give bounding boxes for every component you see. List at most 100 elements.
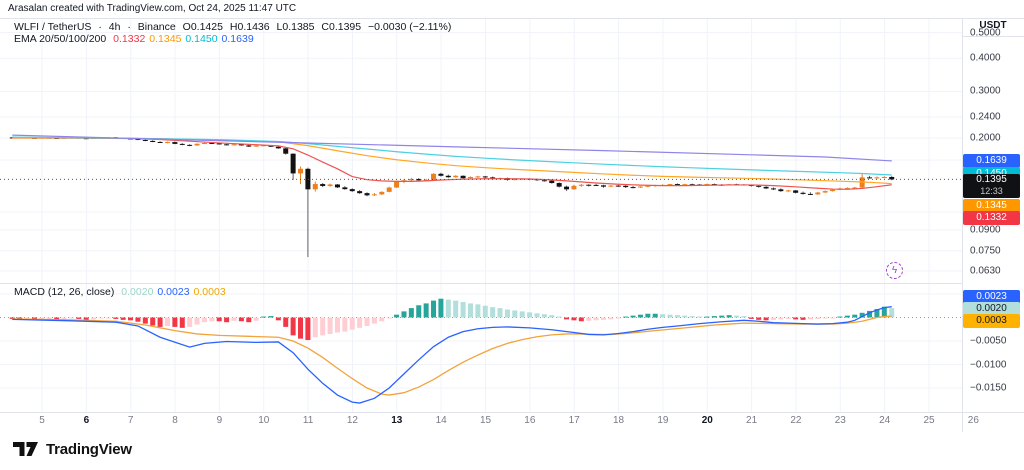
candle-body (187, 144, 193, 146)
exchange-label: Binance (137, 21, 176, 33)
macd-histogram-bar (187, 317, 193, 327)
ema-legend-title[interactable]: EMA 20/50/100/200 (14, 33, 107, 45)
candle-body (327, 184, 333, 186)
macd-histogram-bar (305, 317, 311, 341)
time-tick-label: 9 (216, 415, 223, 426)
macd-histogram-bar (770, 317, 776, 320)
candle-body (164, 142, 170, 144)
candle-body (275, 146, 281, 149)
time-tick-label: 25 (923, 415, 935, 426)
macd-histogram-bar (867, 310, 873, 318)
price-axis-badge: 0.1395 12:33 (963, 174, 1020, 198)
macd-histogram-bar (298, 317, 304, 339)
macd-histogram-bar (793, 317, 799, 320)
flash-alert-icon[interactable]: ϟ (886, 262, 903, 279)
candle-body (667, 184, 673, 186)
macd-histogram-bar (475, 304, 481, 318)
candle-body (490, 177, 496, 179)
macd-histogram-bar (778, 317, 784, 320)
candle-body (460, 175, 466, 179)
macd-histogram-bar (9, 317, 15, 319)
macd-histogram-bar (682, 315, 688, 318)
price-axis-badge: 0.1639 (963, 154, 1020, 168)
macd-histogram-bar (534, 313, 540, 318)
candle-body (467, 176, 473, 179)
macd-histogram-bar (482, 305, 488, 318)
macd-histogram-bar (128, 317, 134, 321)
candle-body (556, 183, 562, 187)
candle-body (238, 144, 244, 146)
macd-histogram-bar (467, 303, 473, 318)
candle-body (881, 176, 887, 178)
macd-histogram-bar (637, 314, 643, 318)
price-tick-label: 0.2000 (970, 132, 1001, 144)
candle-body (615, 185, 621, 187)
macd-histogram-bar (623, 316, 629, 318)
macd-histogram-bar (564, 317, 570, 320)
macd-histogram-bar (822, 317, 828, 319)
macd-histogram-bar (312, 317, 318, 338)
macd-histogram-bar (253, 317, 259, 321)
candle-body (704, 184, 710, 186)
time-tick-label: 22 (790, 415, 802, 426)
time-axis-border (0, 412, 1024, 413)
macd-histogram-bar (394, 314, 400, 318)
ohlc-low: L0.1385 (276, 21, 315, 33)
candle-body (807, 193, 813, 195)
macd-histogram-bar (172, 317, 178, 327)
interval-label[interactable]: 4h (108, 21, 121, 33)
macd-histogram-bar (460, 301, 466, 318)
candle-body (770, 188, 776, 190)
symbol-title[interactable]: WLFI / TetherUS (14, 21, 92, 33)
macd-histogram-bar (453, 300, 459, 318)
macd-tick-label: −0.0100 (970, 359, 1007, 370)
time-tick-label: 26 (967, 415, 979, 426)
macd-histogram-bar (216, 317, 222, 322)
macd-histogram-bar (785, 317, 791, 319)
macd-histogram-bar (142, 317, 148, 324)
tradingview-logo[interactable]: TradingView (12, 439, 132, 459)
macd-histogram-bar (194, 317, 200, 325)
macd-histogram-bar (586, 317, 592, 321)
macd-histogram-bar (541, 314, 547, 318)
candle-body (571, 185, 577, 190)
candle-body (815, 192, 821, 195)
macd-histogram-bar (261, 316, 267, 318)
time-tick-label: 16 (524, 415, 536, 426)
price-axis-currency[interactable]: USDT (979, 20, 1007, 31)
macd-legend-title[interactable]: MACD (12, 26, close) (14, 286, 115, 298)
macd-histogram-bar (283, 317, 289, 327)
ohlc-close: C0.1395 (321, 21, 362, 33)
macd-histogram-bar (386, 317, 392, 319)
macd-histogram-bar (667, 314, 673, 318)
ohlc-high: H0.1436 (229, 21, 270, 33)
pane-separator (0, 283, 962, 284)
macd-histogram-bar (209, 317, 215, 322)
tradingview-logo-icon (13, 442, 38, 456)
candle-body (874, 177, 880, 179)
candle-body (261, 145, 267, 147)
macd-histogram-bar (593, 317, 599, 321)
candle-body (298, 168, 304, 174)
macd-histogram-bar (578, 317, 584, 322)
candle-body (541, 180, 547, 182)
candle-body (357, 191, 363, 194)
macd-histogram-bar (881, 306, 887, 318)
macd-histogram-bar (726, 315, 732, 318)
candle-body (645, 185, 651, 187)
candle-body (231, 144, 237, 146)
time-tick-label: 10 (258, 415, 270, 426)
time-tick-label: 21 (746, 415, 758, 426)
macd-histogram-bar (91, 317, 97, 320)
candle-body (445, 175, 451, 178)
macd-histogram-bar (741, 316, 747, 318)
time-tick-label: 23 (834, 415, 846, 426)
time-tick-label: 13 (391, 415, 403, 426)
attribution-watermark: Arasalan created with TradingView.com, O… (8, 3, 297, 14)
macd-histogram-bar (24, 317, 30, 319)
macd-histogram-bar (320, 317, 326, 336)
candle-body (867, 177, 873, 179)
macd-histogram-bar (231, 317, 237, 321)
candle-body (564, 186, 570, 190)
